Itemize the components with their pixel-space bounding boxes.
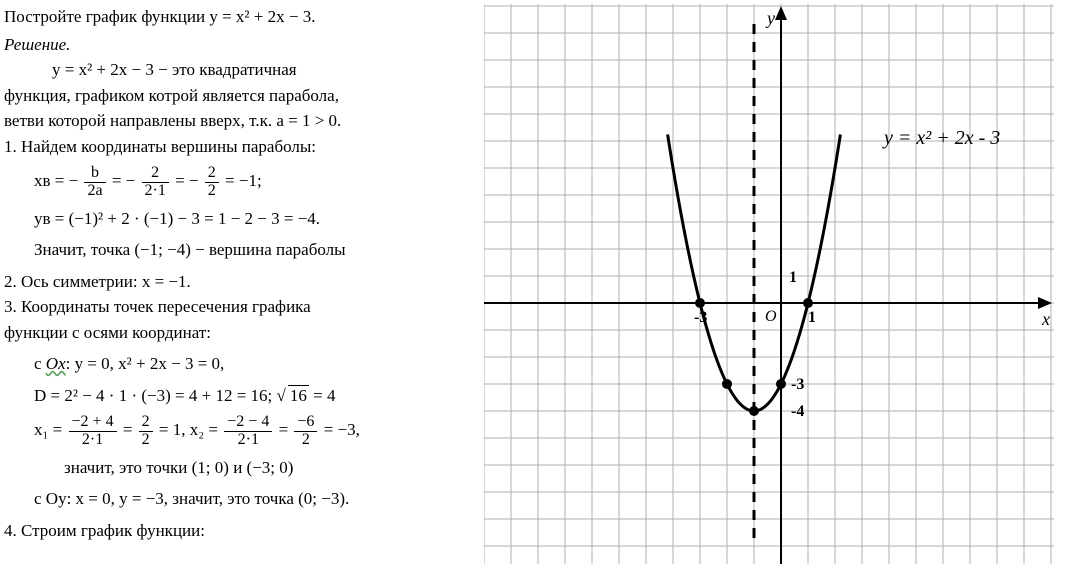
solution-text: Постройте график функции y = x² + 2x − 3… <box>4 4 484 565</box>
step-4: 4. Строим график функции: <box>4 518 474 544</box>
oy-line: с Oy: x = 0, y = −3, значит, это точка (… <box>4 486 474 512</box>
ox-line: с Ox: y = 0, x² + 2x − 3 = 0, <box>4 351 474 377</box>
svg-text:-3: -3 <box>791 376 804 393</box>
svg-text:1: 1 <box>808 309 816 326</box>
svg-text:y: y <box>765 8 775 28</box>
graph-panel: y x O -3 1 1 -3 -4 y = x² + 2x - 3 <box>484 4 1065 565</box>
step-1: 1. Найдем координаты вершины параболы: <box>4 134 474 160</box>
svg-text:1: 1 <box>789 269 797 286</box>
parabola-graph: y x O -3 1 1 -3 -4 y = x² + 2x - 3 <box>484 4 1054 564</box>
step-2: 2. Ось симметрии: x = −1. <box>4 269 474 295</box>
line-2: функция, графиком котрой является парабо… <box>4 83 474 109</box>
discriminant: D = 2² − 4 · 1 · (−3) = 4 + 12 = 16; √16… <box>4 383 474 409</box>
svg-text:-4: -4 <box>791 403 804 420</box>
svg-text:x: x <box>1041 309 1050 329</box>
root-points: значит, это точки (1; 0) и (−3; 0) <box>4 455 474 481</box>
step-3b: функции с осями координат: <box>4 320 474 346</box>
vertex-result: Значит, точка (−1; −4) − вершина парабол… <box>4 237 474 263</box>
svg-text:O: O <box>765 308 777 325</box>
line-1: y = x² + 2x − 3 − это квадратичная <box>4 57 474 83</box>
solution-label: Решение. <box>4 32 474 58</box>
problem-title: Постройте график функции y = x² + 2x − 3… <box>4 4 474 30</box>
roots: x₁ = −2 + 42·1 = 22 = 1, x₂ = −2 − 42·1 … <box>4 414 474 449</box>
yv-formula: yв = (−1)² + 2 · (−1) − 3 = 1 − 2 − 3 = … <box>4 206 474 232</box>
line-3: ветви которой направлены вверх, т.к. a =… <box>4 108 474 134</box>
xv-formula: xв = − b2a = − 22·1 = − 22 = −1; <box>4 165 474 200</box>
step-3a: 3. Координаты точек пересечения графика <box>4 294 474 320</box>
svg-text:y = x² + 2x - 3: y = x² + 2x - 3 <box>882 127 1000 149</box>
svg-text:-3: -3 <box>694 309 707 326</box>
